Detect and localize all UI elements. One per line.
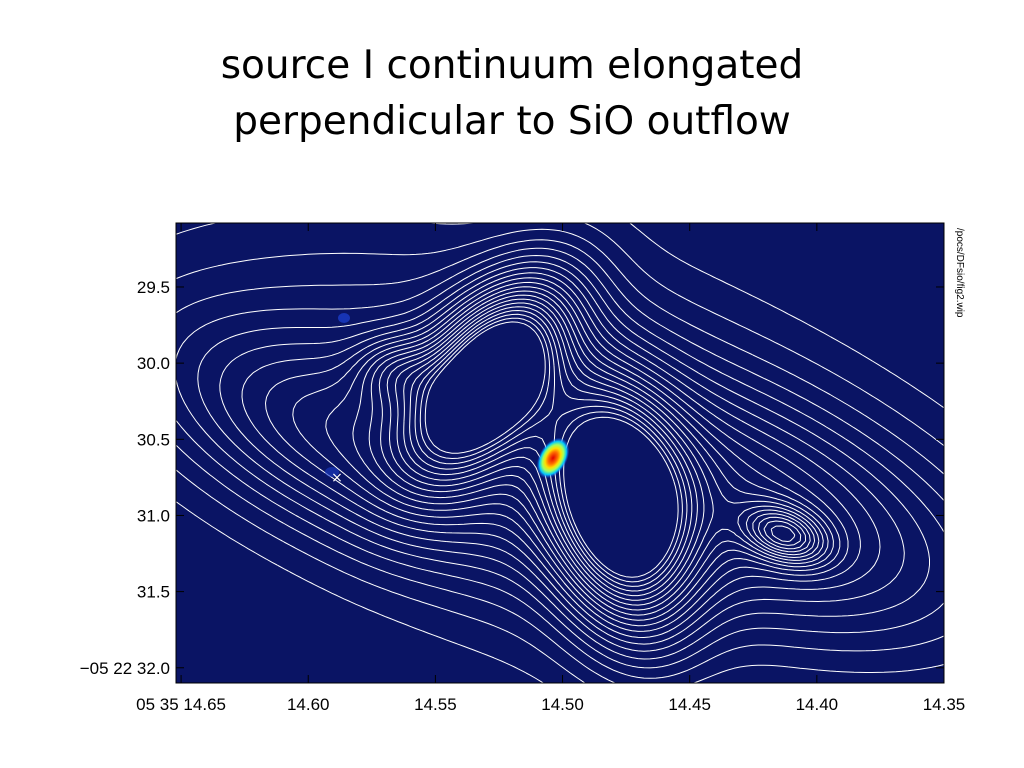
contour-lines bbox=[176, 223, 944, 683]
y-tick-label: 29.5 bbox=[137, 278, 170, 297]
x-tick-label: 14.60 bbox=[287, 695, 330, 714]
contour-level bbox=[395, 302, 816, 601]
contour-level bbox=[419, 317, 796, 583]
contour-level bbox=[219, 261, 905, 652]
y-tick-label: 30.0 bbox=[137, 354, 170, 373]
contour-level bbox=[176, 228, 944, 683]
map-features: × bbox=[325, 313, 570, 486]
contour-level bbox=[197, 255, 930, 660]
contour-level bbox=[386, 298, 820, 606]
contour-level bbox=[414, 313, 802, 587]
y-tick-label: 31.5 bbox=[137, 583, 170, 602]
compact-source-emission bbox=[536, 437, 570, 479]
x-tick-label: 05 35 14.65 bbox=[136, 695, 226, 714]
contour-level bbox=[409, 310, 807, 592]
y-tick-label: −05 22 32.0 bbox=[80, 659, 170, 678]
x-tick-label: 14.50 bbox=[541, 695, 584, 714]
x-tick-label: 14.45 bbox=[668, 695, 711, 714]
title-line-1: source I continuum elongated bbox=[220, 43, 804, 88]
contour-level bbox=[176, 223, 944, 683]
x-tick-label: 14.55 bbox=[414, 695, 457, 714]
contour-level bbox=[176, 247, 944, 669]
x-tick-label: 14.35 bbox=[923, 695, 966, 714]
plot-frame bbox=[175, 222, 945, 684]
y-axis: 29.5 30.0 30.5 31.0 31.5 −05 22 32.0 bbox=[80, 278, 944, 678]
contour-level bbox=[292, 277, 849, 632]
contour-level bbox=[378, 294, 824, 611]
title-line-2: perpendicular to SiO outflow bbox=[233, 99, 791, 144]
position-marker-cross: × bbox=[331, 470, 343, 486]
contour-level bbox=[241, 267, 881, 645]
file-path-note: /pocs/DFsio/fig2.wip bbox=[954, 228, 965, 318]
contour-level bbox=[265, 272, 861, 638]
contour-level bbox=[403, 306, 811, 597]
faint-emission-spot bbox=[325, 467, 339, 477]
contour-level bbox=[368, 290, 829, 616]
y-tick-label: 31.0 bbox=[137, 506, 170, 525]
contour-level bbox=[176, 239, 944, 679]
x-tick-label: 14.40 bbox=[796, 695, 839, 714]
contour-level bbox=[325, 281, 841, 627]
faint-emission-spot bbox=[338, 313, 350, 323]
x-axis: 05 35 14.65 14.60 14.55 14.50 14.45 14.40 14.3… bbox=[136, 223, 965, 714]
contour-level bbox=[176, 223, 944, 683]
y-tick-label: 30.5 bbox=[137, 430, 170, 449]
slide-title: source I continuum elongated perpendicul… bbox=[0, 38, 1024, 150]
contour-level bbox=[352, 286, 834, 621]
contour-level bbox=[424, 321, 679, 578]
